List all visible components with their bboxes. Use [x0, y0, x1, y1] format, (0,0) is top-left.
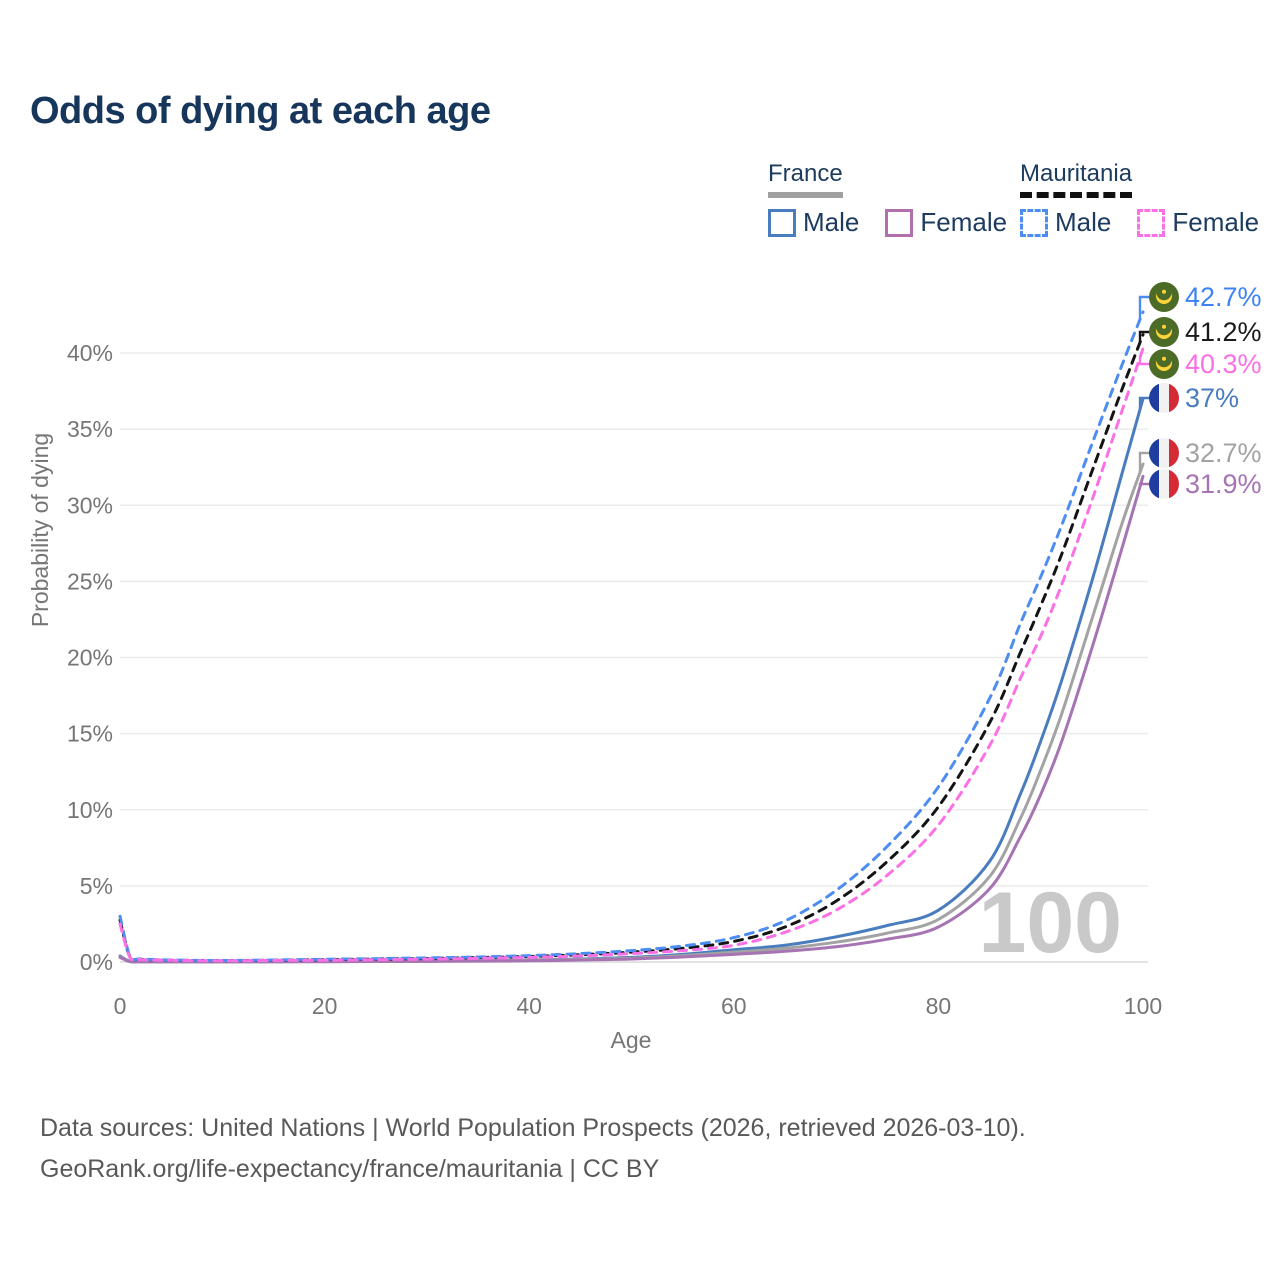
end-value: 37%	[1185, 382, 1240, 413]
legend-item-france-male[interactable]: Male	[768, 207, 859, 238]
y-tick-10: 10%	[67, 797, 113, 823]
x-tick-20: 20	[312, 993, 338, 1019]
end-value: 40.3%	[1185, 348, 1262, 379]
legend-group-france: France Male Female	[768, 160, 1007, 238]
connector-mauritania-both-sexes	[1138, 330, 1150, 343]
page-title: Odds of dying at each age	[30, 90, 491, 132]
end-label-mauritania-female: 40.3%	[1149, 348, 1262, 380]
x-tick-80: 80	[926, 993, 952, 1019]
y-tick-35: 35%	[67, 416, 113, 442]
y-tick-0: 0%	[80, 949, 113, 975]
x-tick-0: 0	[114, 993, 127, 1019]
mauritania-male-swatch-icon	[1020, 208, 1048, 237]
series-line-france-female	[118, 474, 1145, 964]
connector-france-female	[1138, 482, 1150, 487]
legend-group-mauritania: Mauritania Male Female	[1020, 160, 1260, 238]
legend-label-france-male: Male	[803, 207, 860, 237]
end-label-france-both: 32.7%	[1149, 437, 1262, 469]
connector-mauritania-female	[1138, 357, 1150, 366]
y-tick-25: 25%	[67, 568, 113, 594]
end-label-france-female: 31.9%	[1149, 468, 1262, 500]
legend-header-france: France	[768, 160, 843, 198]
mauritania-flag-icon	[1149, 349, 1179, 379]
footer-line-2: GeoRank.org/life-expectancy/france/mauri…	[40, 1154, 660, 1183]
legend-label-mauritania-female: Female	[1172, 207, 1260, 237]
footer-line-1: Data sources: United Nations | World Pop…	[40, 1114, 1026, 1142]
y-tick-20: 20%	[67, 645, 113, 671]
legend-label-france-female: Female	[920, 207, 1008, 237]
y-tick-5: 5%	[80, 873, 113, 899]
end-value: 31.9%	[1185, 468, 1262, 499]
series-line-mauritania-female	[118, 346, 1145, 963]
x-axis-label: Age	[611, 1027, 652, 1053]
series-lines	[118, 310, 1145, 964]
y-tick-40: 40%	[67, 340, 113, 366]
france-flag-icon	[1149, 438, 1179, 468]
x-tick-100: 100	[1124, 993, 1162, 1019]
france-flag-icon	[1149, 383, 1179, 413]
connector-france-male	[1138, 396, 1150, 410]
end-value: 32.7%	[1185, 437, 1262, 468]
connector-mauritania-male	[1138, 295, 1150, 320]
legend-label-mauritania-male: Male	[1055, 207, 1112, 237]
end-label-mauritania-male: 42.7%	[1149, 281, 1262, 313]
y-tick-15: 15%	[67, 721, 113, 747]
series-line-mauritania-both-sexes	[118, 333, 1145, 963]
end-value: 41.2%	[1185, 316, 1262, 347]
x-tick-40: 40	[516, 993, 542, 1019]
end-label-france-male: 37%	[1149, 382, 1239, 414]
end-label-mauritania-both: 41.2%	[1149, 316, 1262, 348]
end-value: 42.7%	[1185, 281, 1262, 312]
mauritania-female-swatch-icon	[1137, 208, 1166, 237]
france-flag-icon	[1149, 469, 1179, 499]
france-female-swatch-icon	[885, 208, 914, 237]
data-source-footer: Data sources: United Nations | World Pop…	[40, 1108, 1026, 1189]
legend-item-france-female[interactable]: Female	[885, 207, 1007, 238]
france-male-swatch-icon	[768, 208, 796, 237]
mauritania-flag-icon	[1149, 282, 1179, 312]
legend-header-mauritania: Mauritania	[1020, 160, 1133, 198]
y-tick-30: 30%	[67, 492, 113, 518]
legend-item-mauritania-male[interactable]: Male	[1020, 207, 1111, 238]
legend-item-mauritania-female[interactable]: Female	[1137, 207, 1259, 238]
age-watermark: 100	[979, 875, 1123, 971]
label-connectors	[1138, 295, 1150, 487]
y-axis-label: Probability of dying	[27, 433, 53, 627]
axis-ticks: 0% 5% 10% 15% 20% 25% 30% 35% 40% 0 20 40 60 80 100	[67, 340, 1162, 1019]
x-tick-60: 60	[721, 993, 747, 1019]
connector-france-both-sexes	[1138, 451, 1150, 473]
mauritania-flag-icon	[1149, 317, 1179, 347]
